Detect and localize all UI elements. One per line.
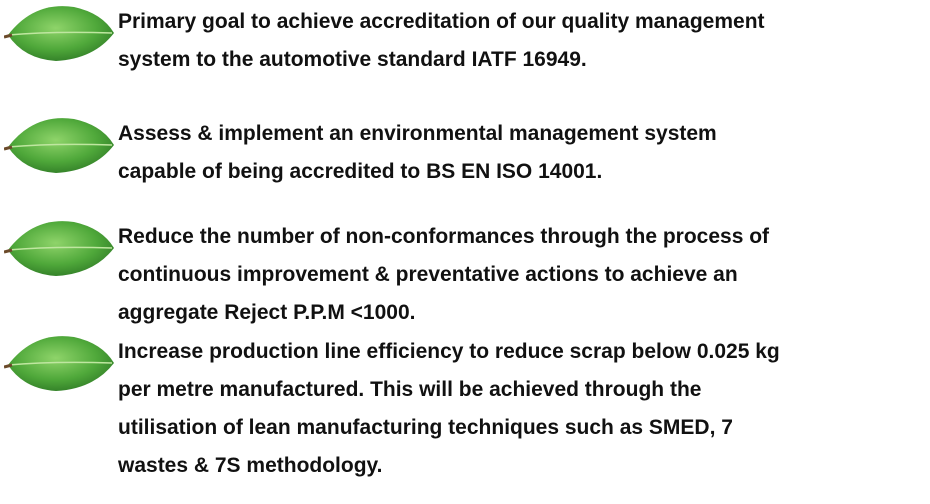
leaf-icon: [4, 327, 116, 397]
page: Primary goal to achieve accreditation of…: [0, 0, 930, 504]
goal-text: capable of being accredited to BS EN ISO…: [118, 153, 602, 191]
leaf-icon: [4, 109, 116, 179]
goal-text: Increase production line efficiency to r…: [118, 333, 780, 371]
leaf-icon: [4, 0, 116, 67]
goal-text: continuous improvement & preventative ac…: [118, 256, 738, 294]
goal-text: per metre manufactured. This will be ach…: [118, 371, 701, 409]
goal-text: wastes & 7S methodology.: [118, 447, 383, 485]
goal-text: Primary goal to achieve accreditation of…: [118, 3, 765, 41]
goal-text: utilisation of lean manufacturing techni…: [118, 409, 733, 447]
goal-text: aggregate Reject P.P.M <1000.: [118, 294, 415, 332]
goal-text: Reduce the number of non-conformances th…: [118, 218, 769, 256]
leaf-icon: [4, 212, 116, 282]
goal-text: system to the automotive standard IATF 1…: [118, 41, 587, 79]
goal-text: Assess & implement an environmental mana…: [118, 115, 717, 153]
